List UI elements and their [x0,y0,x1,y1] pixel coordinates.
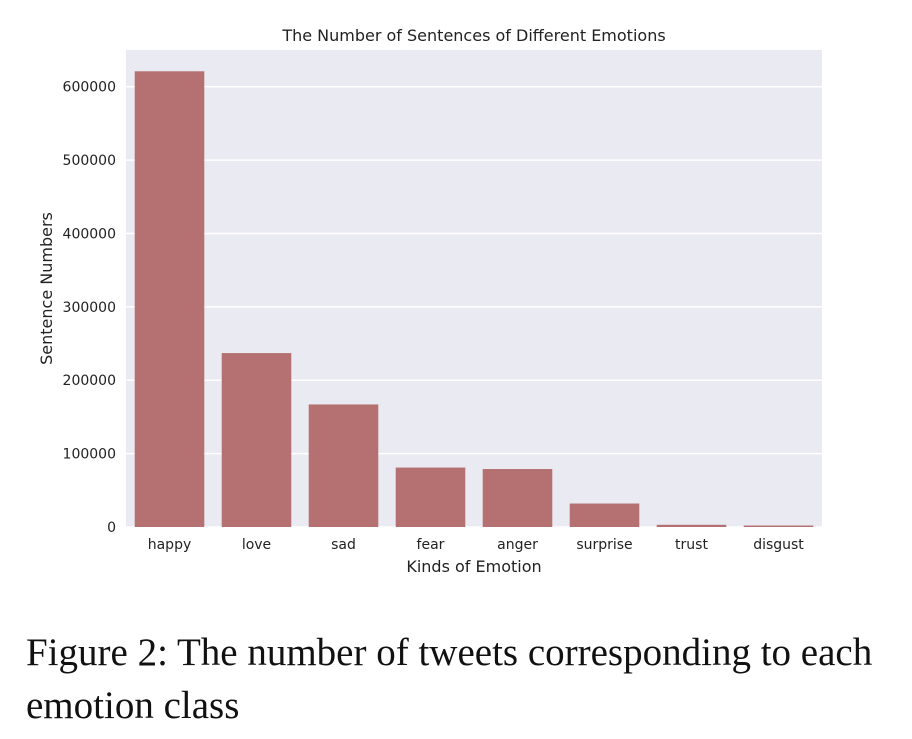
bars [134,71,814,527]
bar-fear [395,467,466,527]
x-tick-label: anger [497,537,538,553]
bar-chart: 0 100000 200000 300000 400000 500000 600000 ha… [37,26,822,576]
x-tick-label: surprise [576,537,632,553]
y-tick-label: 600000 [63,80,116,96]
y-tick-label: 200000 [63,373,116,389]
chart-title: The Number of Sentences of Different Emo… [281,26,665,45]
x-tick-label: happy [148,537,192,553]
bar-trust [656,524,727,527]
bar-surprise [569,503,640,527]
x-tick-label: love [242,537,271,553]
y-tick-label: 500000 [63,153,116,169]
x-tick-label: trust [675,537,708,553]
x-tick-label: sad [331,537,356,553]
figure-caption: Figure 2: The number of tweets correspon… [26,631,873,727]
bar-anger [482,469,553,527]
x-tick-labels: happy love sad fear anger surprise trust disgus… [148,537,805,553]
y-tick-labels: 0 100000 200000 300000 400000 500000 600000 [63,80,116,536]
x-tick-label: disgust [753,537,804,553]
x-tick-label: fear [417,537,445,553]
y-tick-label: 400000 [63,226,116,242]
bar-love [221,353,292,527]
bar-disgust [743,525,814,527]
y-tick-label: 0 [107,520,116,536]
bar-happy [134,71,205,527]
y-axis-label: Sentence Numbers [37,212,56,365]
y-tick-label: 100000 [63,447,116,463]
y-tick-label: 300000 [63,300,116,316]
x-axis-label: Kinds of Emotion [406,557,541,576]
bar-sad [308,404,379,527]
